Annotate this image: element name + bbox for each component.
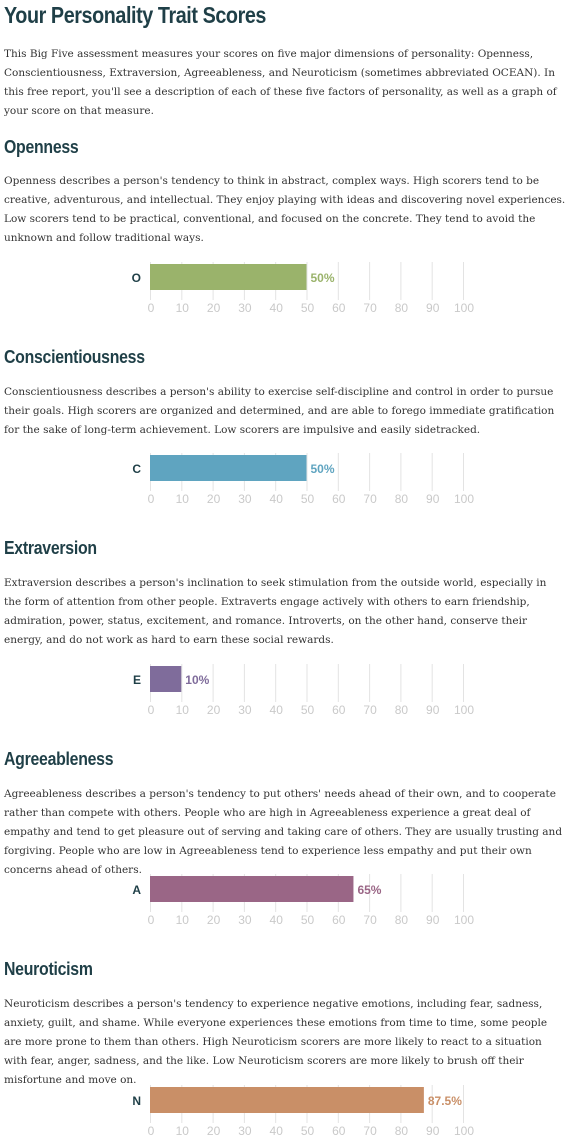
tick-label: 40: [270, 301, 284, 315]
value-label: 87.5%: [428, 1094, 462, 1108]
category-label: C: [132, 462, 141, 476]
trait-description-extraversion: Extraversion describes a person's inclin…: [4, 577, 547, 646]
tick-label: 10: [176, 913, 190, 927]
tick-label: 20: [207, 301, 221, 315]
value-label: 50%: [311, 462, 335, 476]
tick-label: 60: [332, 492, 346, 506]
bar: [150, 455, 307, 481]
tick-label: 100: [454, 1124, 474, 1138]
tick-label: 100: [454, 301, 474, 315]
tick-label: 70: [363, 703, 377, 717]
tick-label: 50: [301, 492, 315, 506]
tick-label: 80: [395, 1124, 409, 1138]
trait-description-conscientiousness: Conscientiousness describes a person's a…: [4, 386, 555, 436]
tick-label: 30: [238, 1124, 252, 1138]
tick-label: 40: [270, 492, 284, 506]
tick-label: 70: [363, 301, 377, 315]
tick-label: 90: [426, 492, 440, 506]
value-label: 10%: [185, 673, 209, 687]
tick-label: 80: [395, 301, 409, 315]
category-label: E: [133, 673, 141, 687]
bar: [150, 666, 182, 692]
tick-label: 80: [395, 703, 409, 717]
tick-label: 60: [332, 913, 346, 927]
chart-svg: O 50% 0 10 20 30 40 50 60 70 80 90 100: [132, 262, 474, 315]
tick-label: 10: [176, 492, 190, 506]
category-label: O: [132, 271, 141, 285]
trait-description-agreeableness: Agreeableness describes a person's tende…: [4, 788, 563, 876]
trait-heading-neuroticism: Neuroticism: [4, 959, 93, 979]
tick-label: 90: [426, 1124, 440, 1138]
tick-label: 50: [301, 301, 315, 315]
trait-heading-agreeableness: Agreeableness: [4, 749, 114, 769]
chart-conscientiousness: C 50% 0 10 20 30 40 50 60 70 80 90 100: [0, 453, 570, 509]
tick-label: 20: [207, 703, 221, 717]
tick-label: 60: [332, 703, 346, 717]
tick-label: 20: [207, 1124, 221, 1138]
tick-label: 0: [148, 703, 155, 717]
tick-label: 100: [454, 703, 474, 717]
category-label: N: [132, 1094, 141, 1108]
tick-label: 30: [238, 913, 252, 927]
trait-heading-conscientiousness: Conscientiousness: [4, 347, 145, 367]
tick-label: 40: [270, 913, 284, 927]
category-label: A: [132, 883, 141, 897]
tick-label: 20: [207, 492, 221, 506]
tick-label: 50: [301, 1124, 315, 1138]
tick-label: 10: [176, 301, 190, 315]
page-title: Your Personality Trait Scores: [4, 2, 266, 28]
chart-svg: A 65% 0 10 20 30 40 50 60 70 80 90 100: [132, 874, 474, 927]
tick-label: 80: [395, 492, 409, 506]
tick-label: 70: [363, 1124, 377, 1138]
tick-label: 0: [148, 1124, 155, 1138]
tick-label: 70: [363, 492, 377, 506]
bar: [150, 264, 307, 290]
chart-extraversion: E 10% 0 10 20 30 40 50 60 70 80 90 100: [0, 664, 570, 720]
tick-label: 60: [332, 1124, 346, 1138]
tick-label: 10: [176, 1124, 190, 1138]
chart-agreeableness: A 65% 0 10 20 30 40 50 60 70 80 90 100: [0, 874, 570, 930]
trait-heading-extraversion: Extraversion: [4, 538, 97, 558]
trait-heading-openness: Openness: [4, 137, 79, 157]
value-label: 65%: [357, 883, 381, 897]
tick-label: 30: [238, 703, 252, 717]
tick-label: 100: [454, 492, 474, 506]
tick-label: 90: [426, 703, 440, 717]
chart-svg: N 87.5% 0 10 20 30 40 50 60 70 80 90 100: [132, 1085, 474, 1138]
trait-description-neuroticism: Neuroticism describes a person's tendenc…: [4, 998, 548, 1086]
tick-label: 80: [395, 913, 409, 927]
tick-label: 30: [238, 301, 252, 315]
value-label: 50%: [311, 271, 335, 285]
bar: [150, 876, 354, 902]
tick-label: 0: [148, 301, 155, 315]
tick-label: 30: [238, 492, 252, 506]
tick-label: 10: [176, 703, 190, 717]
tick-label: 50: [301, 913, 315, 927]
tick-label: 40: [270, 1124, 284, 1138]
tick-label: 100: [454, 913, 474, 927]
tick-label: 40: [270, 703, 284, 717]
chart-neuroticism: N 87.5% 0 10 20 30 40 50 60 70 80 90 100: [0, 1085, 570, 1141]
tick-label: 90: [426, 301, 440, 315]
chart-openness: O 50% 0 10 20 30 40 50 60 70 80 90 100: [0, 262, 570, 318]
tick-label: 70: [363, 913, 377, 927]
bar: [150, 1087, 424, 1113]
intro-text: This Big Five assessment measures your s…: [4, 48, 557, 117]
tick-label: 60: [332, 301, 346, 315]
tick-label: 0: [148, 492, 155, 506]
chart-svg: C 50% 0 10 20 30 40 50 60 70 80 90 100: [132, 453, 474, 506]
tick-label: 90: [426, 913, 440, 927]
trait-description-openness: Openness describes a person's tendency t…: [4, 175, 566, 244]
tick-label: 50: [301, 703, 315, 717]
chart-svg: E 10% 0 10 20 30 40 50 60 70 80 90 100: [133, 664, 474, 717]
tick-label: 0: [148, 913, 155, 927]
tick-label: 20: [207, 913, 221, 927]
